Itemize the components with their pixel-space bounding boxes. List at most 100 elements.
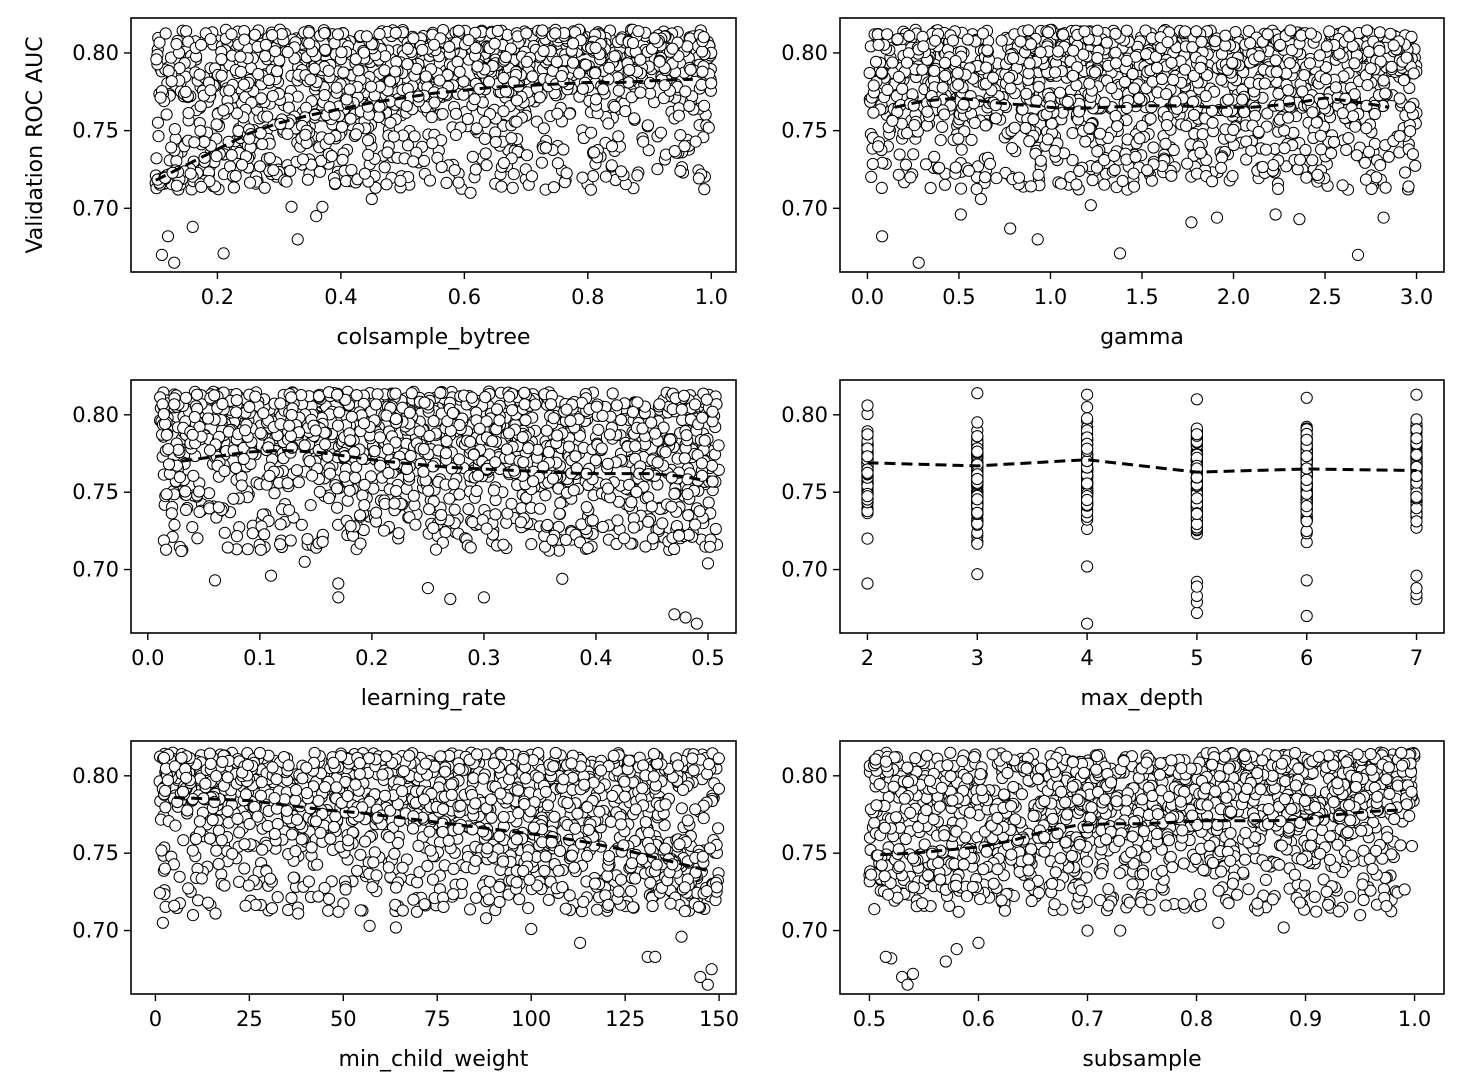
scatter-point [668, 145, 681, 158]
scatter-point [259, 50, 272, 63]
scatter-point [349, 471, 362, 484]
x-tick-label: 0.5 [942, 285, 975, 309]
scatter-point [473, 422, 486, 435]
scatter-point [1004, 222, 1017, 235]
scatter-point [921, 105, 934, 118]
scatter-point [1226, 170, 1239, 183]
scatter-point [165, 75, 178, 88]
scatter-point [387, 130, 400, 143]
scatter-point [525, 538, 538, 551]
scatter-point [487, 484, 500, 497]
x-tick-label: 0.2 [355, 646, 388, 670]
y-tick-label: 0.80 [72, 41, 119, 65]
scatter-point [651, 456, 664, 469]
y-tick-label: 0.70 [72, 558, 119, 582]
scatter-point [225, 28, 238, 41]
scatter-point [195, 180, 208, 193]
scatter-point [212, 501, 225, 514]
scatter-point [974, 192, 988, 206]
scatter-point [675, 403, 688, 416]
scatter-point [505, 497, 518, 510]
scatter-point [1319, 73, 1333, 86]
scatter-point [589, 67, 602, 80]
scatter-point [237, 452, 250, 466]
scatter-point [1109, 57, 1123, 70]
scatter-point [608, 100, 621, 114]
scatter-point [165, 141, 178, 154]
scatter-point [936, 81, 949, 94]
y-tick-label: 0.70 [781, 196, 828, 220]
scatter-points [861, 387, 1423, 630]
scatter-point [1206, 175, 1219, 188]
scatter-point [965, 133, 978, 146]
scatter-point [168, 518, 181, 532]
scatter-point [933, 161, 946, 174]
scatter-point [1323, 25, 1336, 38]
scatter-point [1282, 84, 1295, 97]
scatter-point [1108, 149, 1121, 162]
scatter-point [1229, 25, 1242, 39]
scatter-point [253, 160, 266, 173]
scatter-point [1140, 48, 1153, 61]
scatter-point [1244, 37, 1257, 50]
scatter-point [241, 543, 254, 556]
scatter-point [703, 540, 717, 553]
scatter-point [971, 430, 984, 443]
scatter-point [653, 55, 666, 68]
scatter-point [971, 493, 984, 506]
scatter-point [642, 144, 655, 157]
scatter-point [520, 149, 534, 162]
scatter-point [1252, 125, 1265, 139]
scatter-point [1384, 27, 1397, 40]
scatter-point [1181, 157, 1194, 170]
scatter-point [461, 112, 474, 126]
scatter-point [322, 492, 336, 505]
scatter-point [1361, 79, 1374, 92]
scatter-point [861, 466, 874, 479]
scatter-point [1300, 171, 1313, 184]
scatter-point [589, 93, 603, 106]
scatter-point [1346, 110, 1360, 123]
scatter-point [1031, 233, 1044, 246]
scatter-point [705, 459, 719, 472]
scatter-point [254, 427, 267, 440]
scatter-point [488, 37, 501, 50]
scatter-point [968, 116, 981, 130]
scatter-point [677, 389, 691, 402]
scatter-point [709, 522, 722, 536]
scatter-point [162, 443, 175, 456]
scatter-point [267, 164, 280, 177]
scatter-point [892, 168, 905, 181]
scatter-point [696, 411, 709, 424]
scatter-point [949, 161, 962, 174]
scatter-point [489, 508, 502, 521]
scatter-point [987, 71, 1000, 84]
scatter-point [448, 164, 461, 177]
scatter-point [533, 91, 546, 104]
scatter-point [466, 150, 479, 163]
scatter-point [369, 398, 383, 411]
scatter-point [172, 443, 185, 456]
scatter-point [1077, 48, 1090, 61]
scatter-point [335, 46, 348, 59]
scatter-point [160, 428, 173, 441]
scatter-point [904, 171, 917, 184]
scatter-point [628, 112, 641, 125]
scatter-point [194, 124, 207, 137]
scatter-point [1278, 142, 1291, 155]
scatter-point [938, 56, 952, 70]
scatter-point [555, 70, 568, 83]
scatter-point [497, 156, 510, 170]
scatter-point [162, 64, 175, 78]
scatter-point [608, 50, 621, 63]
scatter-point [208, 389, 221, 402]
scatter-point [173, 471, 186, 484]
scatter-point [1129, 150, 1142, 163]
scatter-point [316, 535, 329, 548]
scatter-point [389, 436, 402, 449]
scatter-point [227, 181, 240, 194]
scatter-point [666, 42, 679, 55]
scatter-point [1373, 44, 1386, 57]
